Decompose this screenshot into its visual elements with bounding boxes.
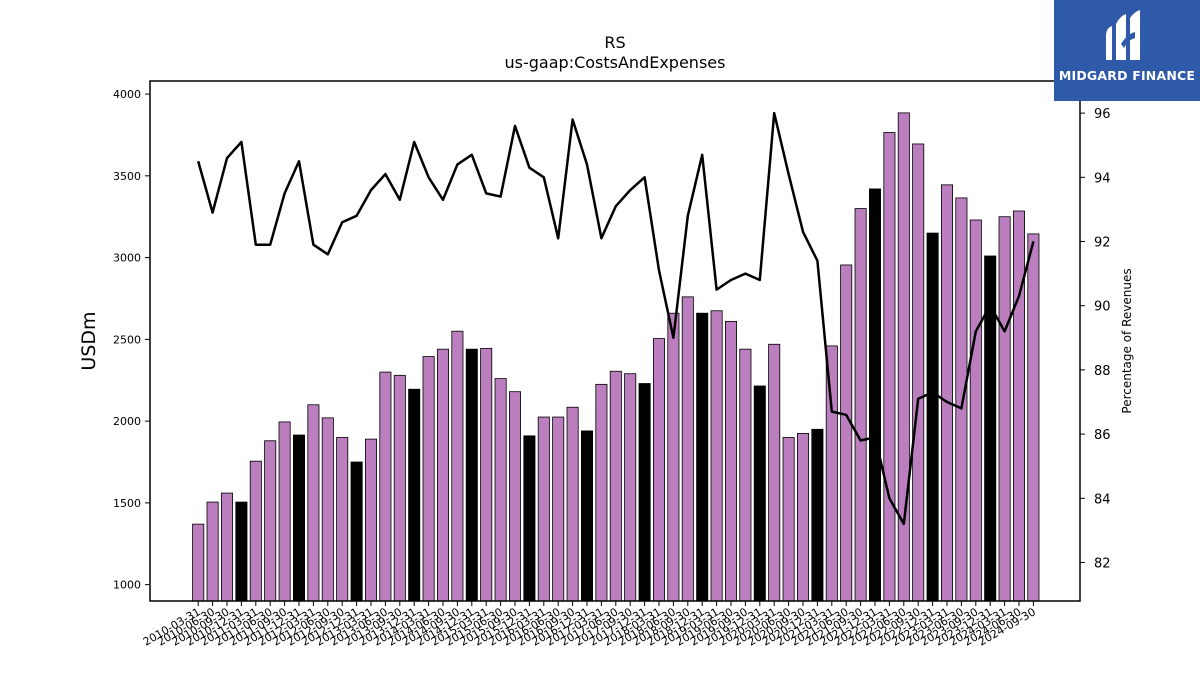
y2-tick-label: 86: [1094, 428, 1111, 443]
y2-tick-label: 84: [1094, 492, 1111, 507]
series-line: [196, 111, 1035, 526]
bar: [336, 437, 349, 602]
bar: [436, 348, 449, 602]
bar: [494, 378, 507, 602]
bar: [941, 184, 954, 602]
bar: [552, 416, 565, 602]
y-tick-label: 2000: [113, 415, 141, 428]
bar: [480, 347, 493, 602]
bar: [624, 373, 637, 602]
left-axis: 1000 1500 2000 2500 3000 3500 4000: [113, 88, 150, 592]
bar: [206, 501, 219, 602]
bar: [653, 338, 666, 602]
bar: [609, 370, 622, 602]
bar: [595, 383, 608, 602]
bar: [235, 501, 248, 602]
bar: [725, 320, 738, 602]
bar: [364, 438, 377, 602]
bar: [264, 440, 277, 602]
plot-frame: [149, 80, 1081, 602]
bar: [1013, 210, 1026, 602]
y-tick-label: 1500: [113, 497, 141, 510]
x-axis: 2010-03-312010-06-302010-09-302010-12-31…: [141, 601, 1038, 649]
bar: [523, 435, 536, 602]
bar: [739, 348, 752, 602]
bars-group: [192, 112, 1040, 602]
bar: [393, 374, 406, 602]
bar: [854, 208, 867, 602]
bar: [465, 348, 478, 602]
bar: [768, 343, 781, 602]
bar: [797, 432, 810, 602]
bar: [220, 492, 233, 602]
y-tick-label: 4000: [113, 88, 141, 101]
right-axis: 82 84 86 88 90 92 94 96: [1080, 107, 1111, 571]
bar: [926, 232, 939, 602]
bar: [321, 417, 334, 602]
midgard-logo-icon: [1106, 10, 1140, 60]
bar: [581, 430, 594, 602]
bar: [969, 219, 982, 602]
y-tick-label: 2500: [113, 333, 141, 346]
bar: [710, 310, 723, 602]
bar: [451, 330, 464, 602]
bar: [249, 460, 262, 602]
bar: [422, 356, 435, 602]
bar: [897, 112, 910, 602]
chart-subtitle: us-gaap:CostsAndExpenses: [505, 53, 726, 72]
chart-title: RS: [604, 33, 625, 52]
brand-logo: MIDGARD FINANCE: [1054, 0, 1200, 101]
bar: [1027, 233, 1040, 602]
y2-tick-label: 90: [1094, 300, 1111, 315]
y-tick-label: 3000: [113, 252, 141, 265]
bar: [825, 345, 838, 602]
y-tick-label: 3500: [113, 170, 141, 183]
bar: [955, 197, 968, 602]
bar: [508, 391, 521, 602]
y2-tick-label: 96: [1094, 107, 1111, 122]
logo-text: MIDGARD FINANCE: [1058, 68, 1196, 83]
y2-tick-label: 94: [1094, 171, 1111, 186]
bar: [667, 312, 680, 602]
bar: [681, 296, 694, 602]
y2-axis-label: Percentage of Revenues: [1120, 268, 1134, 413]
bar: [782, 437, 795, 602]
y2-tick-label: 92: [1094, 235, 1111, 250]
bar: [408, 388, 421, 602]
bar: [292, 434, 305, 602]
bar: [566, 406, 579, 602]
line-group: [196, 111, 1035, 526]
bar: [638, 383, 651, 602]
bar: [537, 416, 550, 602]
bar: [350, 461, 363, 602]
y2-tick-label: 82: [1094, 556, 1111, 571]
bar: [379, 371, 392, 602]
bar: [883, 132, 896, 602]
bar: [307, 404, 320, 602]
bar: [998, 216, 1011, 602]
bar: [811, 428, 824, 602]
bar: [753, 385, 766, 602]
y2-tick-label: 88: [1094, 364, 1111, 379]
y-axis-label: USDm: [78, 311, 100, 370]
bar: [912, 143, 925, 602]
y-tick-label: 1000: [113, 579, 141, 592]
bar: [278, 421, 291, 602]
bar: [696, 312, 709, 602]
bar: [840, 264, 853, 602]
bar: [869, 188, 882, 602]
bar: [192, 523, 205, 602]
